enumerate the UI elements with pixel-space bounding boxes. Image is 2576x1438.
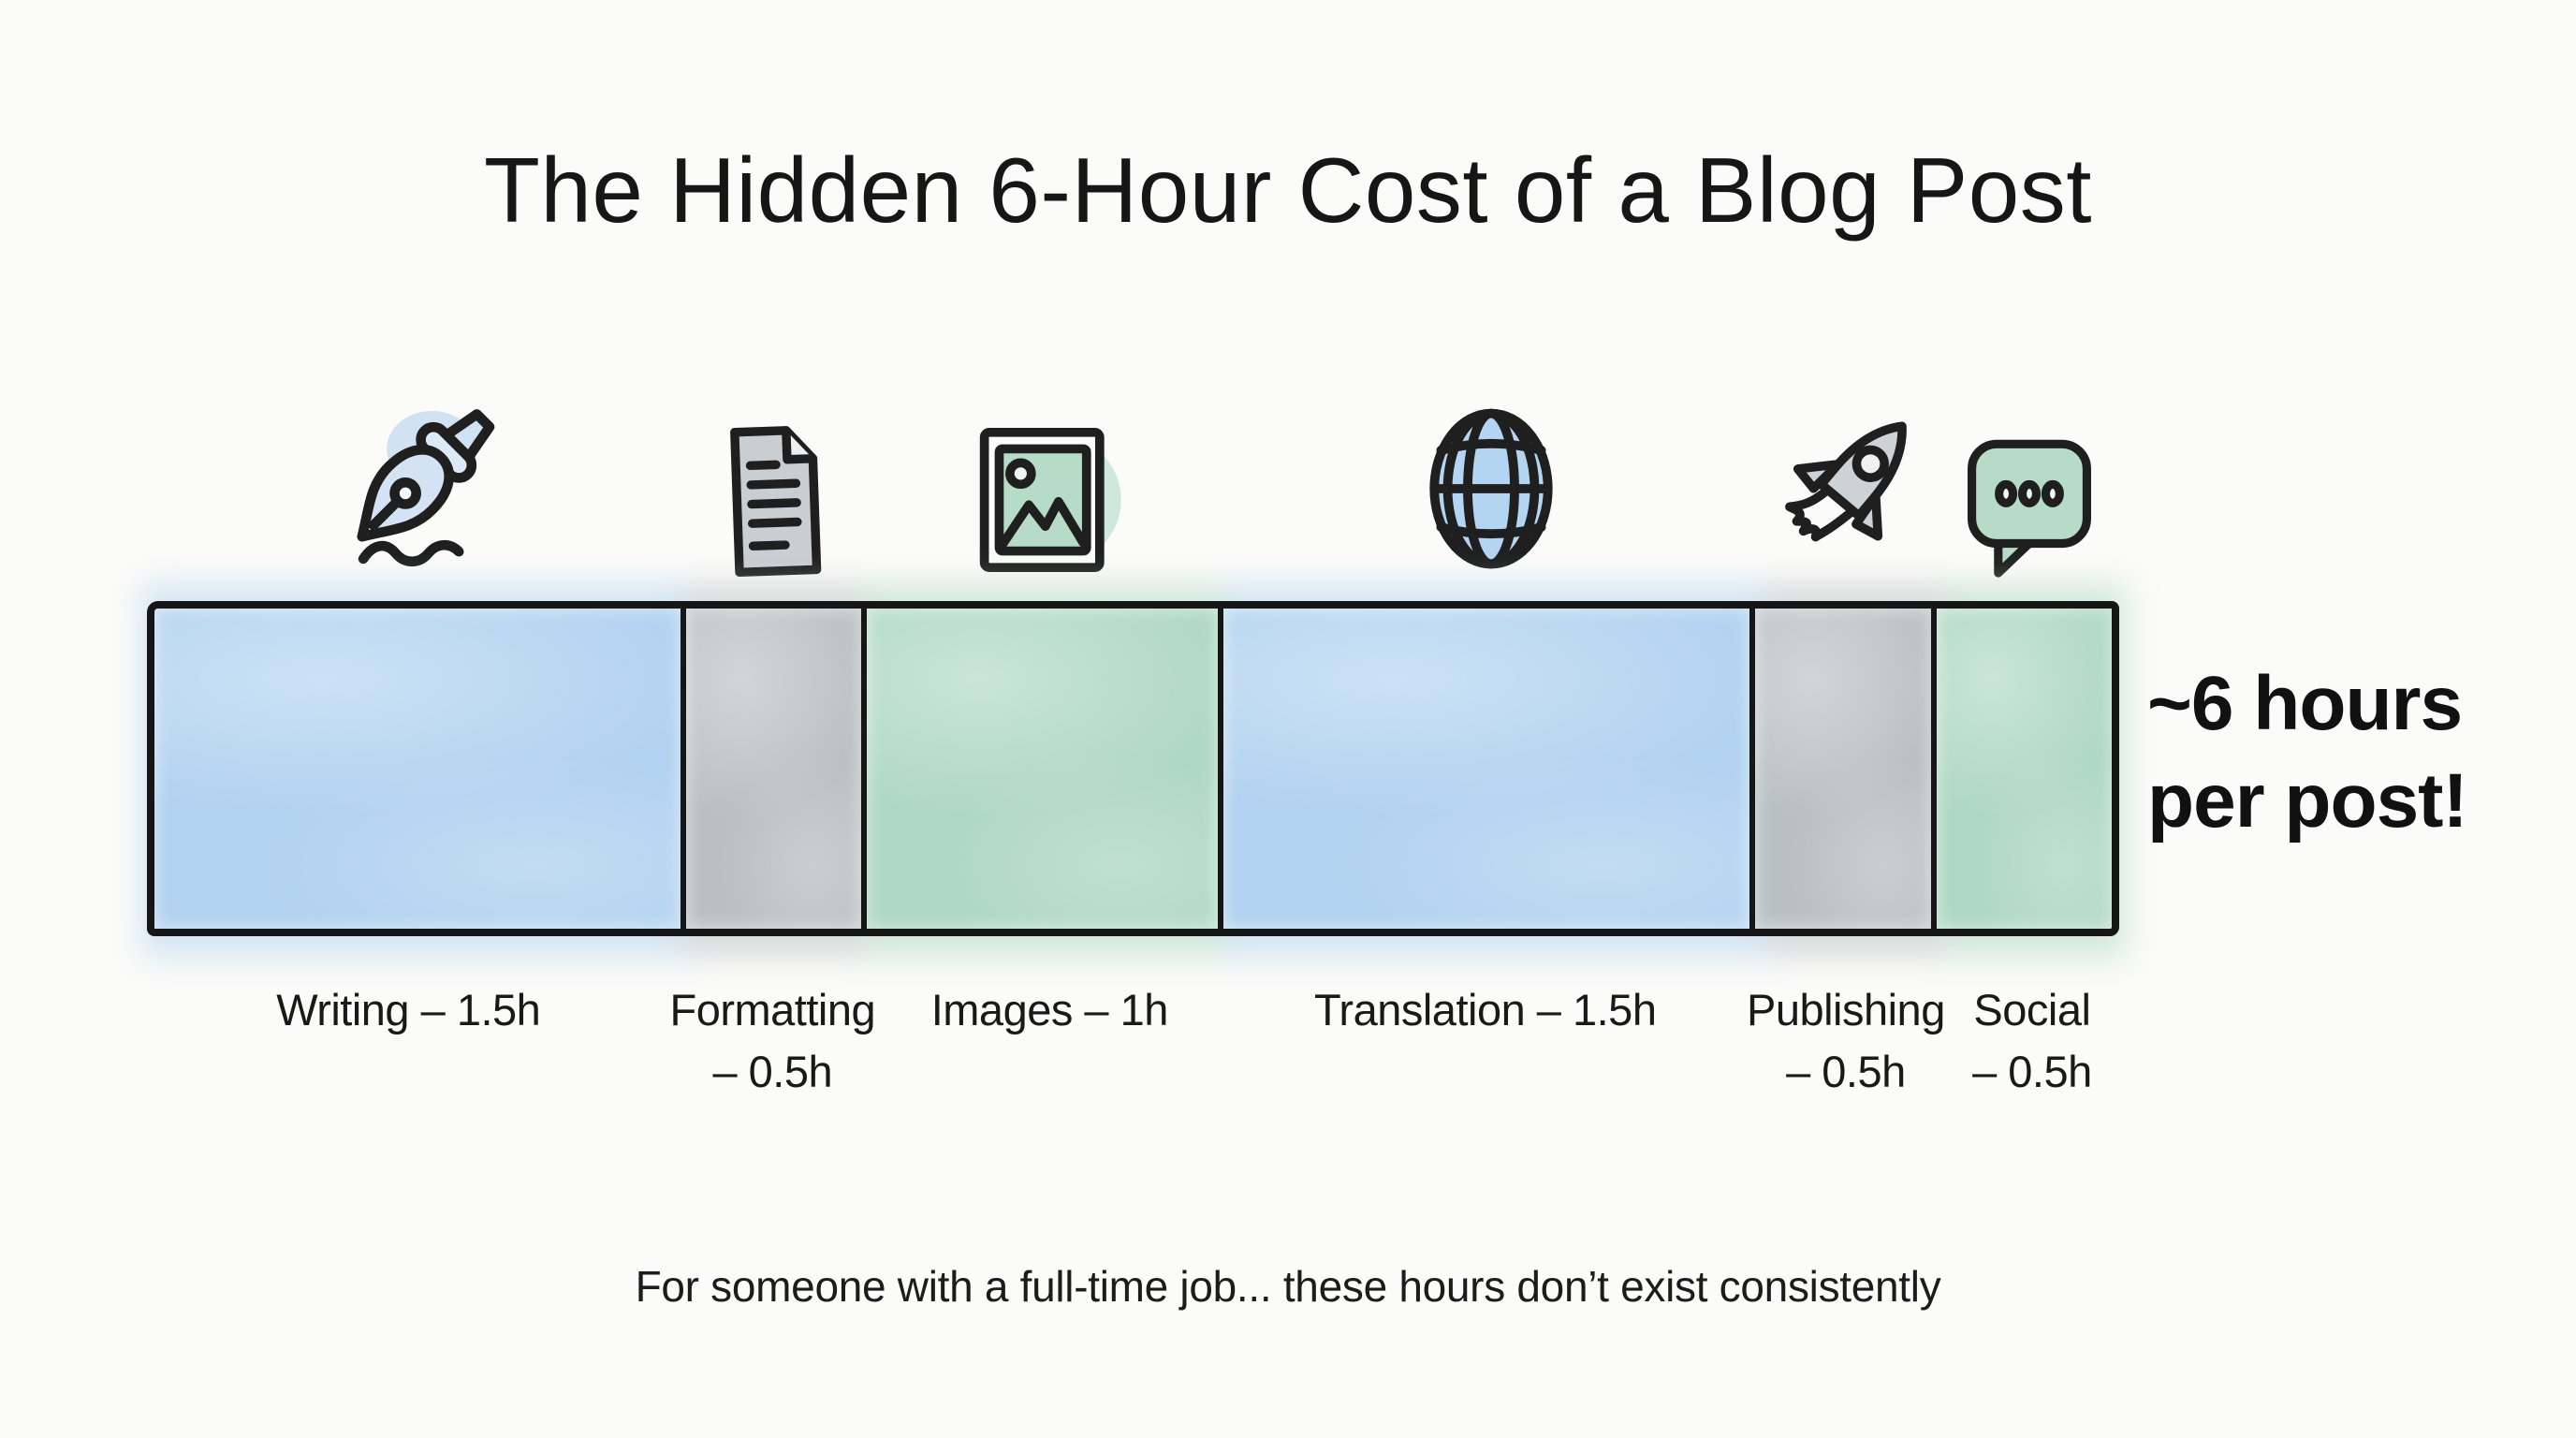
label-line: Formatting [669,985,876,1034]
icon-cell-social [1940,427,2120,582]
segment-label-writing: Writing – 1.5h [147,979,670,1103]
pen-nib-icon [357,409,495,567]
icon-row [147,382,2119,582]
total-line-1: ~6 hours [2147,661,2463,746]
total-line-2: per post! [2147,758,2468,844]
globe-icon [1429,408,1553,569]
bar-segment-social [1930,609,2112,929]
document-icon [730,426,822,578]
bar-segment-translation [1218,609,1750,929]
bar-segment-formatting [681,609,862,929]
icon-cell-formatting [685,421,865,582]
total-callout: ~6 hours per post! [2147,655,2468,850]
stacked-bar [147,601,2119,936]
footnote: For someone with a full-time job... thes… [635,1262,1941,1311]
rocket-icon [1784,421,1907,542]
segment-label-translation: Translation – 1.5h [1223,979,1747,1103]
label-line: Writing – 1.5h [276,985,541,1034]
segment-labels: Writing – 1.5h Formatting – 0.5h Images … [147,979,2119,1103]
icon-cell-images [864,418,1222,582]
segment-label-social: Social – 0.5h [1945,979,2119,1103]
label-line: Social [1973,985,2091,1034]
label-line: – 0.5h [1786,1047,1906,1096]
time-bar [141,584,2125,957]
bar-segment-publishing [1749,609,1932,929]
segment-label-formatting: Formatting – 0.5h [670,979,876,1103]
label-line: Images – 1h [930,985,1169,1034]
bar-segment-images [861,609,1219,929]
bar-segment-writing [154,609,681,929]
label-line: – 0.5h [712,1047,833,1096]
image-icon [979,428,1121,572]
icon-cell-publishing [1761,403,1940,582]
icon-cell-writing [147,384,685,582]
label-line: Publishing [1746,985,1945,1034]
page-title: The Hidden 6-Hour Cost of a Blog Post [483,139,2093,242]
segment-label-publishing: Publishing – 0.5h [1747,979,1945,1103]
label-line: Translation – 1.5h [1313,985,1657,1034]
speech-bubble-icon [1968,439,2092,578]
icon-cell-translation [1222,395,1761,582]
label-line: – 0.5h [1972,1047,2092,1096]
segment-label-images: Images – 1h [875,979,1223,1103]
